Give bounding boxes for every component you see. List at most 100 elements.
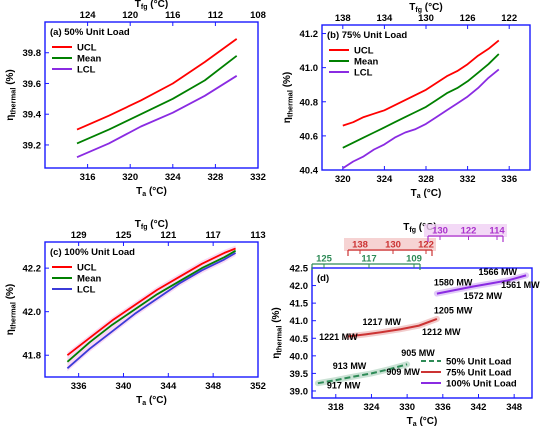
top-tick-label: 116 (165, 10, 180, 21)
y-tick-label: 41.8 (23, 351, 42, 362)
x-tick-label: 348 (506, 402, 522, 413)
x-tick-label: 336 (501, 174, 517, 185)
top-tick-label: 120 (122, 10, 138, 21)
legend-label: UCL (77, 263, 97, 274)
y-tick-label: 41.5 (290, 299, 309, 310)
x-tick-label: 336 (71, 381, 87, 392)
panel-c: 336 340 344 348 352 129 125 121 117 113 41.8 42.0 42… (5, 219, 266, 407)
legend-label: 50% Unit Load (446, 357, 512, 368)
legend-label: LCL (354, 68, 373, 79)
top-tick-label: 122 (461, 226, 477, 237)
y-tick-label: 39.5 (290, 369, 309, 380)
plot-frame (44, 241, 259, 378)
top-tick-label: 126 (460, 13, 476, 24)
top-tick-label: 134 (376, 13, 393, 24)
top-tick-label: 138 (352, 240, 368, 251)
legend-label: Mean (77, 54, 101, 65)
series-line-75-unit-load (347, 317, 438, 338)
mw-annotation: 1205 MW (434, 306, 473, 316)
top-tick-label: 125 (116, 230, 133, 241)
series-line-lcl (76, 75, 238, 159)
top-axis-label: Tfg (°C) (135, 0, 168, 11)
y-tick-label: 39.6 (23, 79, 42, 90)
mw-annotation: 905 MW (401, 348, 435, 358)
panel-b: 320 324 328 332 336 138 134 130 126 122 40.4 40.6 40… (282, 2, 531, 200)
top-tick-label: 130 (385, 240, 401, 251)
y-tick-label: 40.0 (290, 351, 309, 362)
y-tick-label: 39.8 (23, 48, 42, 59)
mw-annotation: 1561 MW (501, 280, 540, 290)
series-line-ucl (342, 39, 500, 127)
top-tick-label: 121 (160, 230, 177, 241)
series-line-lcl (66, 252, 237, 369)
x-tick-label: 330 (399, 402, 415, 413)
series-line-50-unit-load (317, 363, 408, 385)
x-tick-label: 352 (250, 381, 266, 392)
confidence-band-fill (67, 245, 236, 372)
series-line-mean (66, 249, 237, 363)
mw-annotation: 1566 MW (478, 267, 517, 277)
mw-annotation: 1221 MW (319, 332, 358, 342)
y-tick-label: 41.2 (300, 29, 319, 40)
x-tick-label: 324 (376, 174, 393, 185)
mw-annotation: 909 MW (386, 367, 420, 377)
y-tick-label: 42.0 (23, 307, 42, 318)
x-tick-label: 318 (328, 402, 344, 413)
top-tick-label: 109 (406, 254, 422, 265)
top-tick-label: 124 (80, 10, 97, 21)
y-axis-label: ηthermal (%) (5, 284, 18, 336)
x-axis-label: Ta (°C) (136, 186, 167, 198)
x-tick-label: 344 (160, 381, 177, 392)
x-tick-label: 332 (460, 174, 476, 185)
plot-frame (311, 267, 533, 399)
y-tick-label: 39.2 (23, 140, 42, 151)
panel-d: 318 324 330 336 342 348 39.0 39.5 40.0 40.5 41.0 41… (271, 222, 540, 428)
series-line-100-unit-load (436, 274, 527, 295)
legend-label: Mean (77, 274, 101, 285)
top-tick-label: 108 (250, 10, 266, 21)
top-tick-label: 117 (205, 230, 220, 241)
top-axis-band (344, 238, 436, 251)
mw-annotation: 1212 MW (422, 327, 461, 337)
y-tick-label: 42.0 (290, 281, 309, 292)
y-tick-label: 41.0 (290, 316, 309, 327)
top-tick-label: 125 (316, 254, 333, 265)
top-tick-label: 113 (250, 230, 265, 241)
x-tick-label: 316 (80, 172, 96, 183)
series-line-mean (342, 53, 500, 149)
mw-annotation: 1580 MW (434, 278, 473, 288)
series-line-ucl (66, 247, 236, 356)
y-tick-label: 42.5 (290, 264, 309, 275)
mw-annotation: 1572 MW (464, 291, 503, 301)
x-axis-label: Ta (°C) (407, 416, 438, 428)
x-tick-label: 348 (205, 381, 221, 392)
x-tick-label: 342 (471, 402, 487, 413)
y-tick-label: 42.2 (23, 264, 42, 275)
legend-label: LCL (77, 65, 96, 76)
mw-annotation: 917 MW (327, 381, 361, 391)
panel-title: (b) 75% Unit Load (327, 30, 407, 41)
legend-label: 75% Unit Load (446, 368, 512, 379)
top-tick-label: 122 (418, 240, 434, 251)
series-line-ucl (76, 38, 238, 131)
x-axis-label: Ta (°C) (411, 188, 442, 200)
top-tick-label: 129 (71, 230, 87, 241)
plot-frame (44, 21, 259, 169)
x-tick-label: 324 (364, 402, 381, 413)
y-axis-label: ηthermal (%) (271, 307, 284, 359)
top-axis-label: Tfg (°C) (135, 219, 168, 231)
top-axis-band (424, 224, 507, 237)
mw-annotation: 913 MW (333, 361, 367, 371)
panel-title: (d) (317, 273, 329, 284)
legend-label: UCL (354, 46, 374, 57)
top-axis-label: Tfg (°C) (409, 2, 442, 14)
top-tick-label: 112 (208, 10, 223, 21)
y-tick-label: 40.8 (300, 97, 319, 108)
top-tick-label: 117 (361, 254, 376, 265)
series-line-lcl (342, 68, 500, 170)
panel-title: (c) 100% Unit Load (50, 247, 135, 258)
x-axis-label: Ta (°C) (136, 395, 167, 407)
x-tick-label: 320 (335, 174, 351, 185)
legend-label: 100% Unit Load (446, 379, 517, 390)
